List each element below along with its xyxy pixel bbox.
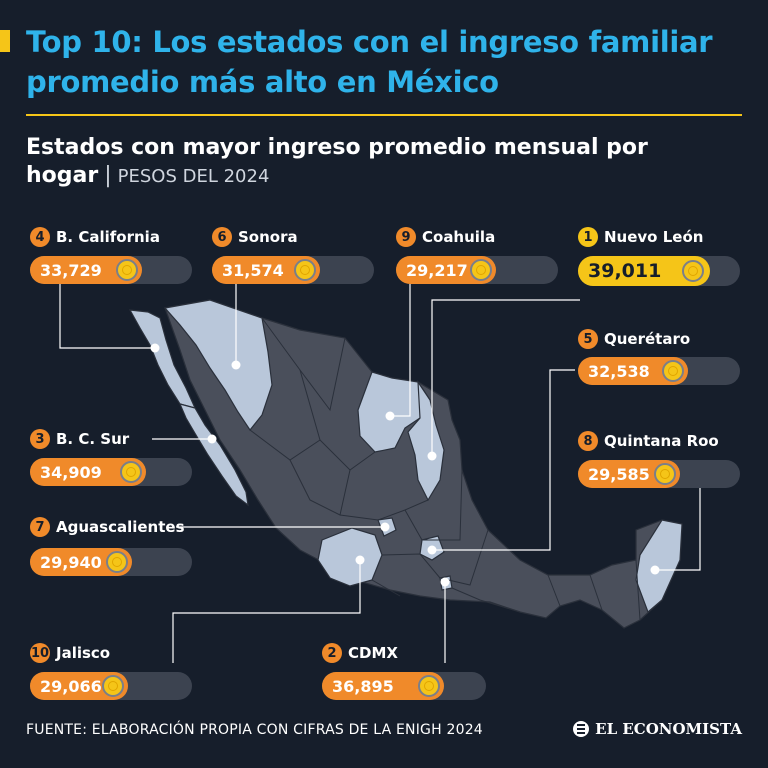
coin-icon	[120, 461, 142, 483]
marker-jalisco	[355, 555, 365, 565]
state-value: 36,895	[332, 676, 394, 696]
leader-line-b-california	[59, 278, 155, 349]
state-name: CDMX	[348, 644, 398, 662]
marker-quintana-roo	[650, 565, 660, 575]
state-name: B. C. Sur	[56, 430, 130, 448]
map-baja-california-sur	[178, 403, 249, 507]
callout-pill-b-c-sur: 34,909	[30, 458, 146, 486]
coin-icon	[682, 260, 704, 282]
subtitle-unit: PESOS DEL 2024	[117, 166, 270, 187]
marker-b-c-sur	[207, 434, 217, 444]
map-state-borders	[249, 317, 641, 621]
source-note: FUENTE: ELABORACIÓN PROPIA CON CIFRAS DE…	[26, 722, 483, 738]
brand-name: EL ECONOMISTA	[595, 720, 742, 738]
callout-label-coahuila: 9 Coahuila	[396, 224, 495, 250]
title-accent-bar	[0, 30, 10, 52]
callout-pill-cdmx: 36,895	[322, 672, 444, 700]
coin-icon	[470, 259, 492, 281]
state-value: 29,066	[40, 676, 102, 696]
leader-line-queretaro	[432, 369, 575, 551]
coin-icon	[654, 463, 676, 485]
state-value: 29,585	[588, 464, 650, 484]
state-name: B. California	[56, 228, 160, 246]
leader-line-nuevo-leon	[431, 299, 580, 456]
rank-badge: 5	[578, 329, 598, 349]
leader-line-jalisco	[172, 560, 361, 663]
callout-pill-jalisco: 29,066	[30, 672, 128, 700]
callout-pill-aguascalientes: 29,940	[30, 548, 132, 576]
coin-icon	[102, 675, 124, 697]
callout-pill-b-california: 33,729	[30, 256, 142, 284]
state-name: Nuevo León	[604, 228, 704, 246]
newspaper-icon	[573, 721, 590, 737]
marker-queretaro	[427, 545, 437, 555]
marker-cdmx	[440, 577, 450, 587]
callout-label-b-california: 4 B. California	[30, 224, 160, 250]
rank-badge: 4	[30, 227, 50, 247]
state-value: 31,574	[222, 260, 284, 280]
callout-label-b-c-sur: 3 B. C. Sur	[30, 426, 129, 452]
coin-icon	[662, 360, 684, 382]
leader-lines	[59, 278, 701, 663]
coin-icon	[294, 259, 316, 281]
state-name: Aguascalientes	[56, 518, 185, 536]
callout-label-aguascalientes: 7 Aguascalientes	[30, 514, 185, 540]
callout-pill-coahuila: 29,217	[396, 256, 496, 284]
state-name: Querétaro	[604, 330, 691, 348]
state-name: Coahuila	[422, 228, 496, 246]
rank-badge: 3	[30, 429, 50, 449]
callout-pill-quintana-roo: 29,585	[578, 460, 680, 488]
coin-icon	[116, 259, 138, 281]
state-markers	[150, 343, 660, 587]
callout-label-nuevo-leon: 1 Nuevo León	[578, 224, 703, 250]
marker-coahuila	[385, 411, 395, 421]
state-value: 29,217	[406, 260, 468, 280]
rank-badge: 9	[396, 227, 416, 247]
rank-badge: 1	[578, 227, 598, 247]
callout-pill-sonora: 31,574	[212, 256, 320, 284]
brand-logo: EL ECONOMISTA	[573, 720, 742, 738]
state-value: 32,538	[588, 361, 650, 381]
subtitle-separator: |	[104, 163, 112, 188]
state-name: Quintana Roo	[604, 432, 719, 450]
leader-line-coahuila	[390, 278, 411, 417]
state-value: 39,011	[588, 260, 662, 282]
coin-icon	[418, 675, 440, 697]
coin-icon	[106, 551, 128, 573]
callout-label-jalisco: 10 Jalisco	[30, 640, 110, 666]
rank-badge: 7	[30, 517, 50, 537]
rank-badge: 10	[30, 643, 50, 663]
state-value: 29,940	[40, 552, 102, 572]
state-value: 34,909	[40, 462, 102, 482]
marker-sonora	[231, 360, 241, 370]
title-divider	[26, 114, 742, 116]
map-quintana-roo	[635, 519, 683, 614]
page-title: Top 10: Los estados con el ingreso famil…	[26, 25, 713, 99]
state-value: 33,729	[40, 260, 102, 280]
rank-badge: 6	[212, 227, 232, 247]
marker-b-california	[150, 343, 160, 353]
state-name: Jalisco	[56, 644, 111, 662]
state-name: Sonora	[238, 228, 298, 246]
callout-label-cdmx: 2 CDMX	[322, 640, 398, 666]
subtitle: Estados con mayor ingreso promedio mensu…	[26, 134, 742, 191]
callout-label-quintana-roo: 8 Quintana Roo	[578, 428, 719, 454]
callout-label-queretaro: 5 Querétaro	[578, 326, 690, 352]
map-coahuila	[357, 371, 431, 453]
subtitle-text: Estados con mayor ingreso promedio mensu…	[26, 135, 648, 188]
callout-label-sonora: 6 Sonora	[212, 224, 298, 250]
rank-badge: 8	[578, 431, 598, 451]
callout-pill-nuevo-leon: 39,011	[578, 256, 710, 286]
rank-badge: 2	[322, 643, 342, 663]
marker-aguascalientes	[380, 522, 390, 532]
leader-line-quintana-roo	[655, 488, 701, 571]
callout-pill-queretaro: 32,538	[578, 357, 688, 385]
marker-nuevo-leon	[427, 451, 437, 461]
